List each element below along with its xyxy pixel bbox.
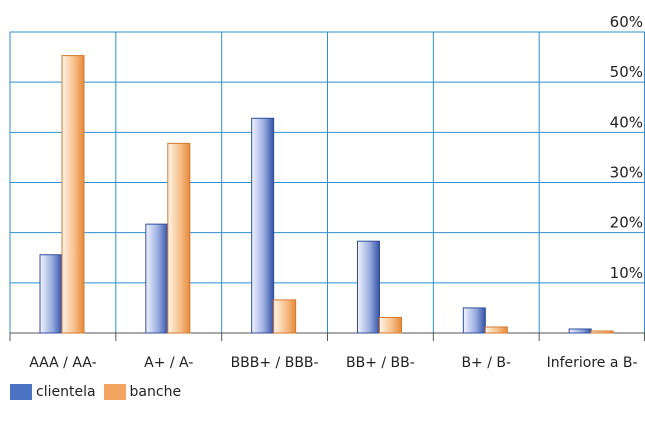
legend-label-clientela: clientela xyxy=(36,384,96,400)
bar-banche-4 xyxy=(484,326,508,334)
x-tick-label: B+ / B- xyxy=(461,355,511,371)
legend-label-banche: banche xyxy=(129,384,182,400)
y-tick-label: 60% xyxy=(610,13,643,31)
legend-swatch-banche xyxy=(103,384,126,400)
bar-banche-3 xyxy=(379,316,402,334)
y-tick-label: 10% xyxy=(610,264,643,282)
bar-clientela-2 xyxy=(251,117,275,334)
legend-item-banche: banche xyxy=(103,384,182,400)
legend-swatch-clientela xyxy=(10,384,32,400)
x-tick-label: BB+ / BB- xyxy=(346,355,415,371)
bars xyxy=(39,55,614,334)
y-tick-label: 40% xyxy=(610,113,643,131)
labels: 10% 20% 30% 40% 50% 60% AAA / AA- A+ / A- BBB+ /… xyxy=(29,13,643,371)
bar-banche-5 xyxy=(590,330,614,334)
bar-clientela-4 xyxy=(462,307,486,334)
x-tick-label: BBB+ / BBB- xyxy=(231,355,319,371)
legend: clientela banche xyxy=(10,384,189,400)
x-tick-label: Inferiore a B- xyxy=(547,355,638,371)
bar-banche-2 xyxy=(273,299,297,334)
bar-chart: 10% 20% 30% 40% 50% 60% AAA / AA- A+ / A- BBB+ /… xyxy=(9,13,645,371)
bar-clientela-3 xyxy=(357,240,380,334)
bar-banche-0 xyxy=(61,55,85,334)
bar-clientela-0 xyxy=(39,254,63,334)
y-tick-label: 30% xyxy=(610,164,643,182)
legend-item-clientela: clientela xyxy=(10,384,96,400)
x-tick-label: A+ / A- xyxy=(144,355,193,371)
bar-clientela-1 xyxy=(145,223,169,334)
bar-clientela-5 xyxy=(568,328,592,334)
grid xyxy=(9,31,645,341)
bar-banche-1 xyxy=(167,142,191,334)
y-tick-label: 50% xyxy=(610,63,643,81)
x-tick-label: AAA / AA- xyxy=(29,355,96,371)
y-tick-label: 20% xyxy=(610,214,643,232)
